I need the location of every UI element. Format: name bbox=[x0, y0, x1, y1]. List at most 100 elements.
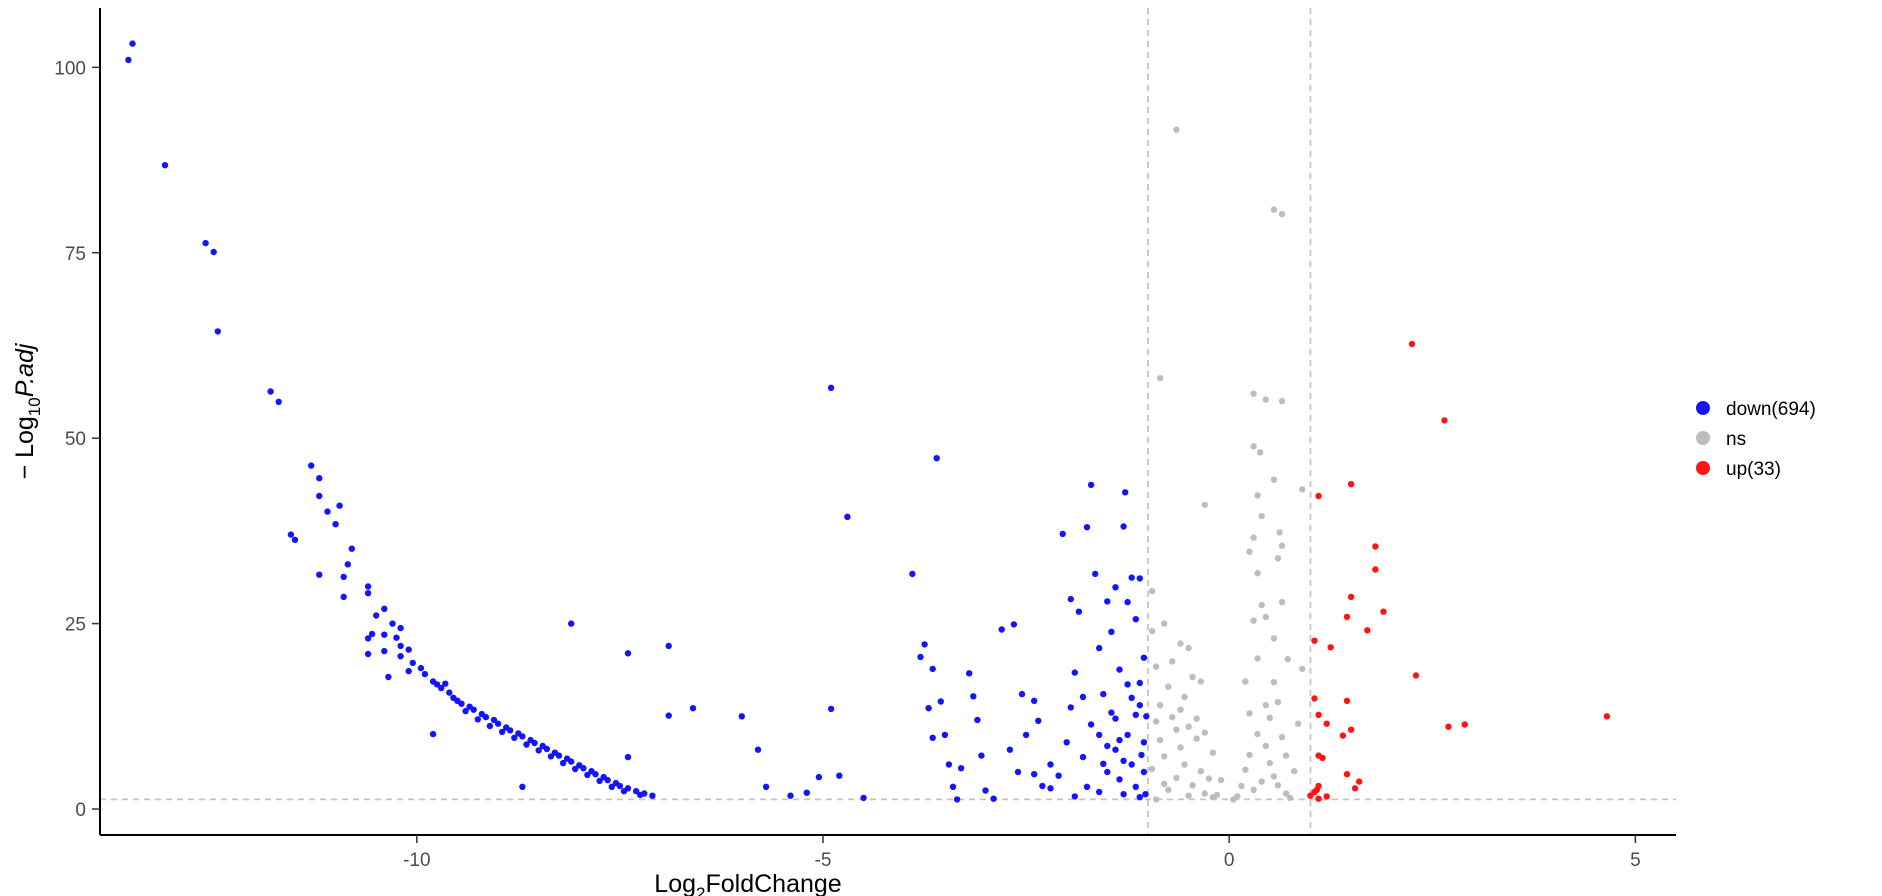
point-ns bbox=[1181, 693, 1188, 701]
point-up bbox=[1356, 778, 1363, 785]
point-down bbox=[827, 705, 835, 713]
point-down bbox=[210, 248, 217, 256]
point-ns bbox=[1246, 710, 1253, 717]
point-down bbox=[978, 752, 985, 759]
point-ns bbox=[1152, 663, 1160, 670]
point-down bbox=[1059, 530, 1066, 538]
y-tick-label: 0 bbox=[75, 800, 86, 821]
point-down bbox=[519, 783, 526, 790]
point-down bbox=[389, 620, 396, 627]
point-down bbox=[1096, 731, 1103, 739]
point-down bbox=[202, 239, 209, 247]
point-up bbox=[1343, 613, 1351, 621]
point-down bbox=[1104, 768, 1111, 776]
point-down bbox=[1087, 721, 1095, 728]
point-down bbox=[1136, 702, 1144, 709]
point-down bbox=[1010, 621, 1018, 628]
point-ns bbox=[1177, 744, 1184, 751]
point-down bbox=[547, 753, 555, 760]
point-up bbox=[1441, 417, 1448, 424]
point-down bbox=[214, 328, 221, 335]
point-ns bbox=[1270, 476, 1278, 483]
point-ns bbox=[1173, 126, 1180, 133]
point-down bbox=[287, 531, 295, 538]
point-down bbox=[929, 734, 936, 741]
point-down bbox=[336, 502, 343, 509]
point-down bbox=[393, 634, 400, 641]
y-tick-label: 25 bbox=[65, 615, 86, 636]
point-ns bbox=[1262, 742, 1270, 750]
point-down bbox=[555, 752, 563, 759]
point-down bbox=[1128, 574, 1135, 581]
point-down bbox=[1112, 746, 1119, 753]
point-ns bbox=[1262, 702, 1270, 709]
point-down bbox=[1116, 666, 1123, 673]
point-ns bbox=[1152, 718, 1160, 725]
point-down bbox=[535, 747, 542, 754]
point-down bbox=[1116, 736, 1123, 744]
point-up bbox=[1347, 593, 1355, 601]
point-up bbox=[1408, 340, 1416, 348]
point-ns bbox=[1278, 397, 1286, 405]
point-ns bbox=[1189, 673, 1196, 681]
point-up bbox=[1343, 697, 1351, 704]
point-ns bbox=[1185, 792, 1192, 799]
point-ns bbox=[1266, 714, 1274, 721]
point-down bbox=[1087, 481, 1095, 489]
point-down bbox=[1140, 654, 1148, 661]
point-ns bbox=[1177, 640, 1184, 647]
point-ns bbox=[1193, 715, 1200, 722]
point-down bbox=[125, 56, 132, 64]
point-ns bbox=[1286, 794, 1294, 802]
point-up bbox=[1315, 711, 1322, 718]
point-ns bbox=[1185, 644, 1192, 652]
point-ns bbox=[1274, 782, 1282, 789]
point-ns bbox=[1256, 449, 1264, 456]
point-down bbox=[1138, 751, 1145, 759]
point-down bbox=[316, 492, 323, 500]
point-down bbox=[543, 745, 550, 753]
point-ns bbox=[1161, 620, 1168, 627]
point-up bbox=[1364, 627, 1371, 634]
point-ns bbox=[1262, 613, 1270, 621]
point-down bbox=[1112, 715, 1119, 722]
point-ns bbox=[1250, 786, 1257, 793]
point-down bbox=[1120, 757, 1127, 764]
x-tick-label: 5 bbox=[1630, 850, 1641, 871]
point-ns bbox=[1197, 678, 1205, 685]
point-up bbox=[1323, 793, 1330, 800]
point-ns bbox=[1274, 699, 1282, 706]
point-down bbox=[1035, 717, 1042, 724]
point-down bbox=[340, 593, 347, 601]
point-down bbox=[1018, 690, 1026, 698]
point-up bbox=[1311, 695, 1318, 702]
point-down bbox=[689, 705, 697, 712]
point-down bbox=[1055, 772, 1062, 779]
point-down bbox=[921, 641, 928, 648]
point-down bbox=[438, 684, 445, 692]
point-down bbox=[332, 521, 339, 528]
point-down bbox=[966, 670, 973, 677]
point-down bbox=[827, 384, 835, 391]
point-down bbox=[1092, 570, 1099, 578]
point-down bbox=[860, 794, 867, 802]
point-down bbox=[1132, 711, 1140, 718]
point-up bbox=[1323, 720, 1330, 727]
point-down bbox=[275, 398, 282, 405]
point-ns bbox=[1148, 587, 1156, 595]
point-down bbox=[1083, 783, 1091, 790]
point-down bbox=[1124, 681, 1131, 688]
point-up bbox=[1412, 672, 1420, 679]
point-down bbox=[507, 727, 514, 734]
point-down bbox=[1136, 679, 1144, 687]
point-down bbox=[909, 570, 916, 578]
point-down bbox=[559, 759, 567, 767]
point-down bbox=[1120, 523, 1127, 530]
point-down bbox=[498, 728, 506, 736]
point-down bbox=[649, 792, 656, 799]
point-ns bbox=[1156, 702, 1164, 709]
point-ns bbox=[1213, 791, 1221, 799]
point-up bbox=[1372, 566, 1379, 573]
point-ns bbox=[1278, 211, 1286, 218]
